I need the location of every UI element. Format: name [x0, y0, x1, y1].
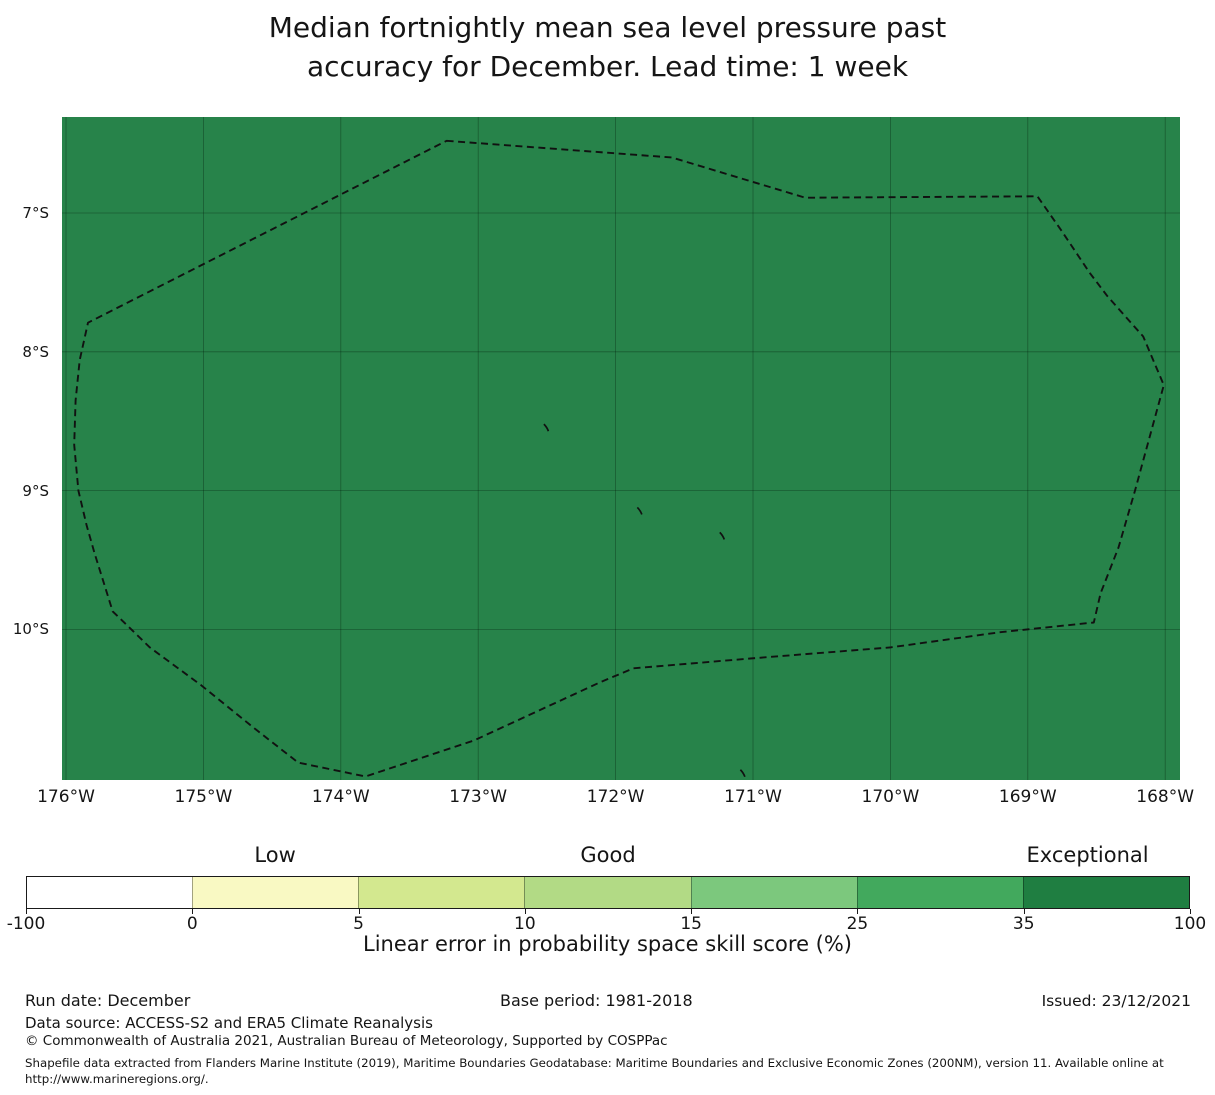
colorbar-tick-mark	[192, 909, 194, 914]
colorbar-tick-label: 25	[846, 914, 869, 934]
island-mark	[636, 506, 643, 515]
colorbar-segment	[690, 877, 857, 908]
run-date-text: Run date: December	[25, 991, 191, 1010]
colorbar-segment	[27, 877, 193, 908]
colorbar-tick-label: 15	[680, 914, 702, 934]
colorbar-category-label: Low	[254, 843, 296, 867]
colorbar-category-label: Good	[580, 843, 636, 867]
colorbar-segment	[1022, 877, 1189, 908]
lat-tick-label: 9°S	[22, 481, 49, 500]
island-mark	[719, 531, 726, 540]
island-marks	[543, 423, 746, 778]
colorbar-tick-mark	[1190, 909, 1191, 914]
colorbar-tick-label: 0	[186, 914, 198, 934]
colorbar-tick-mark	[691, 909, 693, 914]
lon-tick-label: 170°W	[861, 787, 920, 807]
lon-tick-label: 175°W	[174, 787, 233, 807]
lat-tick-label: 8°S	[22, 342, 49, 361]
chart-title: Median fortnightly mean sea level pressu…	[0, 8, 1215, 86]
issued-date-text: Issued: 23/12/2021	[1041, 992, 1191, 1010]
shapefile-attribution-line2: http://www.marineregions.org/.	[25, 1072, 209, 1086]
map-svg	[62, 117, 1180, 780]
copyright-text: © Commonwealth of Australia 2021, Austra…	[25, 1033, 668, 1049]
lon-tick-label: 176°W	[37, 787, 95, 807]
eez-boundary	[73, 139, 1165, 778]
colorbar-tick-mark	[1023, 909, 1025, 914]
lon-tick-label: 169°W	[998, 787, 1057, 807]
map-background	[62, 117, 1180, 780]
colorbar-tick-label: 100	[1173, 914, 1207, 934]
lon-tick-label: 168°W	[1136, 787, 1195, 807]
colorbar-segment	[192, 877, 359, 908]
shapefile-attribution-line1: Shapefile data extracted from Flanders M…	[25, 1056, 1164, 1070]
lon-tick-label: 171°W	[724, 787, 782, 807]
colorbar-axis-label: Linear error in probability space skill …	[363, 932, 852, 956]
colorbar-category-label: Exceptional	[1026, 843, 1149, 867]
colorbar-tick-mark	[857, 909, 859, 914]
chart-title-line2: accuracy for December. Lead time: 1 week	[306, 50, 909, 83]
lon-tick-label: 174°W	[311, 787, 370, 807]
colorbar-ticks: -100 0 5 10 15 25 35 100	[7, 909, 1206, 937]
lat-tick-label: 10°S	[12, 620, 49, 639]
island-mark	[739, 769, 746, 778]
colorbar-tick-label: 35	[1012, 914, 1035, 934]
lon-tick-labels: 176°W 175°W 174°W 173°W 172°W 171°W 170°W 169°W…	[37, 787, 1194, 811]
colorbar-tick-mark	[26, 909, 27, 914]
colorbar-categories: Low Good Exceptional	[26, 842, 1190, 870]
colorbar-segment	[524, 877, 691, 908]
colorbar-segment	[358, 877, 525, 908]
colorbar	[26, 876, 1190, 909]
chart-title-line1: Median fortnightly mean sea level pressu…	[268, 11, 947, 44]
lon-tick-label: 173°W	[449, 787, 508, 807]
data-source-text: Data source: ACCESS-S2 and ERA5 Climate …	[25, 1014, 433, 1032]
grid-lines	[62, 117, 1180, 780]
island-mark	[543, 423, 550, 432]
colorbar-tick-mark	[358, 909, 360, 914]
colorbar-tick-label: 5	[353, 914, 364, 934]
lon-tick-label: 172°W	[586, 787, 645, 807]
map-plot	[62, 117, 1180, 780]
colorbar-tick-label: -100	[6, 914, 46, 934]
colorbar-segment	[856, 877, 1023, 908]
colorbar-tick-label: 10	[514, 914, 536, 934]
lat-tick-label: 7°S	[22, 204, 49, 222]
colorbar-tick-mark	[524, 909, 526, 914]
lat-tick-labels: 7°S 8°S 9°S 10°S	[0, 117, 52, 780]
base-period-text: Base period: 1981-2018	[500, 991, 693, 1010]
